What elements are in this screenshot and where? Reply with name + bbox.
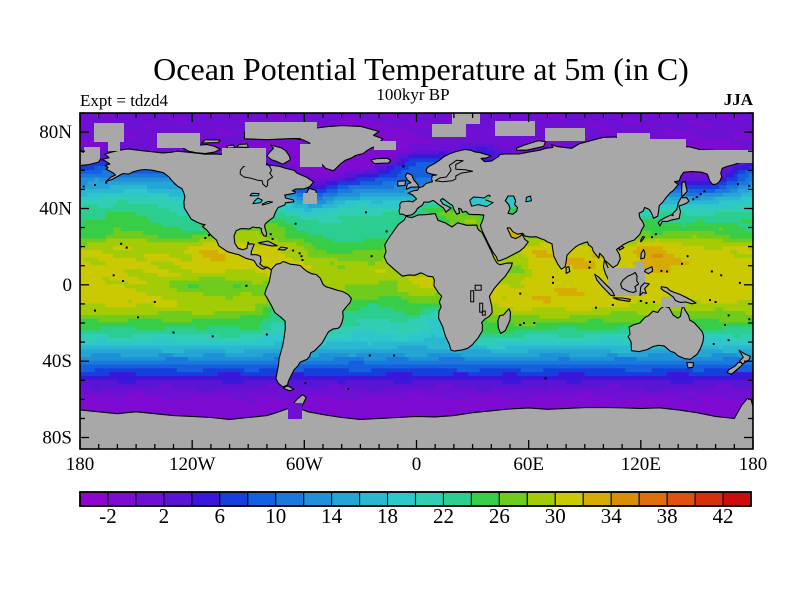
svg-text:6: 6: [215, 504, 226, 528]
svg-text:18: 18: [377, 504, 398, 528]
svg-text:80S: 80S: [42, 428, 72, 449]
svg-text:JJA: JJA: [724, 90, 754, 109]
svg-text:10: 10: [265, 504, 286, 528]
svg-text:Ocean Potential Temperature at: Ocean Potential Temperature at 5m (in C): [153, 51, 689, 87]
svg-text:120E: 120E: [621, 454, 661, 475]
svg-text:40S: 40S: [42, 351, 72, 372]
svg-text:30: 30: [545, 504, 566, 528]
svg-text:14: 14: [321, 504, 343, 528]
svg-text:0: 0: [412, 454, 422, 475]
svg-text:34: 34: [601, 504, 623, 528]
svg-text:100kyr BP: 100kyr BP: [376, 85, 449, 104]
svg-text:60E: 60E: [513, 454, 544, 475]
svg-text:120W: 120W: [169, 454, 216, 475]
svg-text:22: 22: [433, 504, 454, 528]
svg-text:180: 180: [66, 454, 95, 475]
svg-text:60W: 60W: [286, 454, 323, 475]
svg-text:40N: 40N: [39, 199, 72, 220]
svg-text:80N: 80N: [39, 122, 72, 143]
svg-text:0: 0: [63, 275, 73, 296]
svg-text:180: 180: [739, 454, 768, 475]
svg-text:26: 26: [489, 504, 510, 528]
svg-text:2: 2: [159, 504, 170, 528]
svg-text:Expt = tdzd4: Expt = tdzd4: [80, 91, 168, 110]
svg-text:42: 42: [713, 504, 734, 528]
svg-text:38: 38: [657, 504, 678, 528]
svg-text:-2: -2: [99, 504, 117, 528]
